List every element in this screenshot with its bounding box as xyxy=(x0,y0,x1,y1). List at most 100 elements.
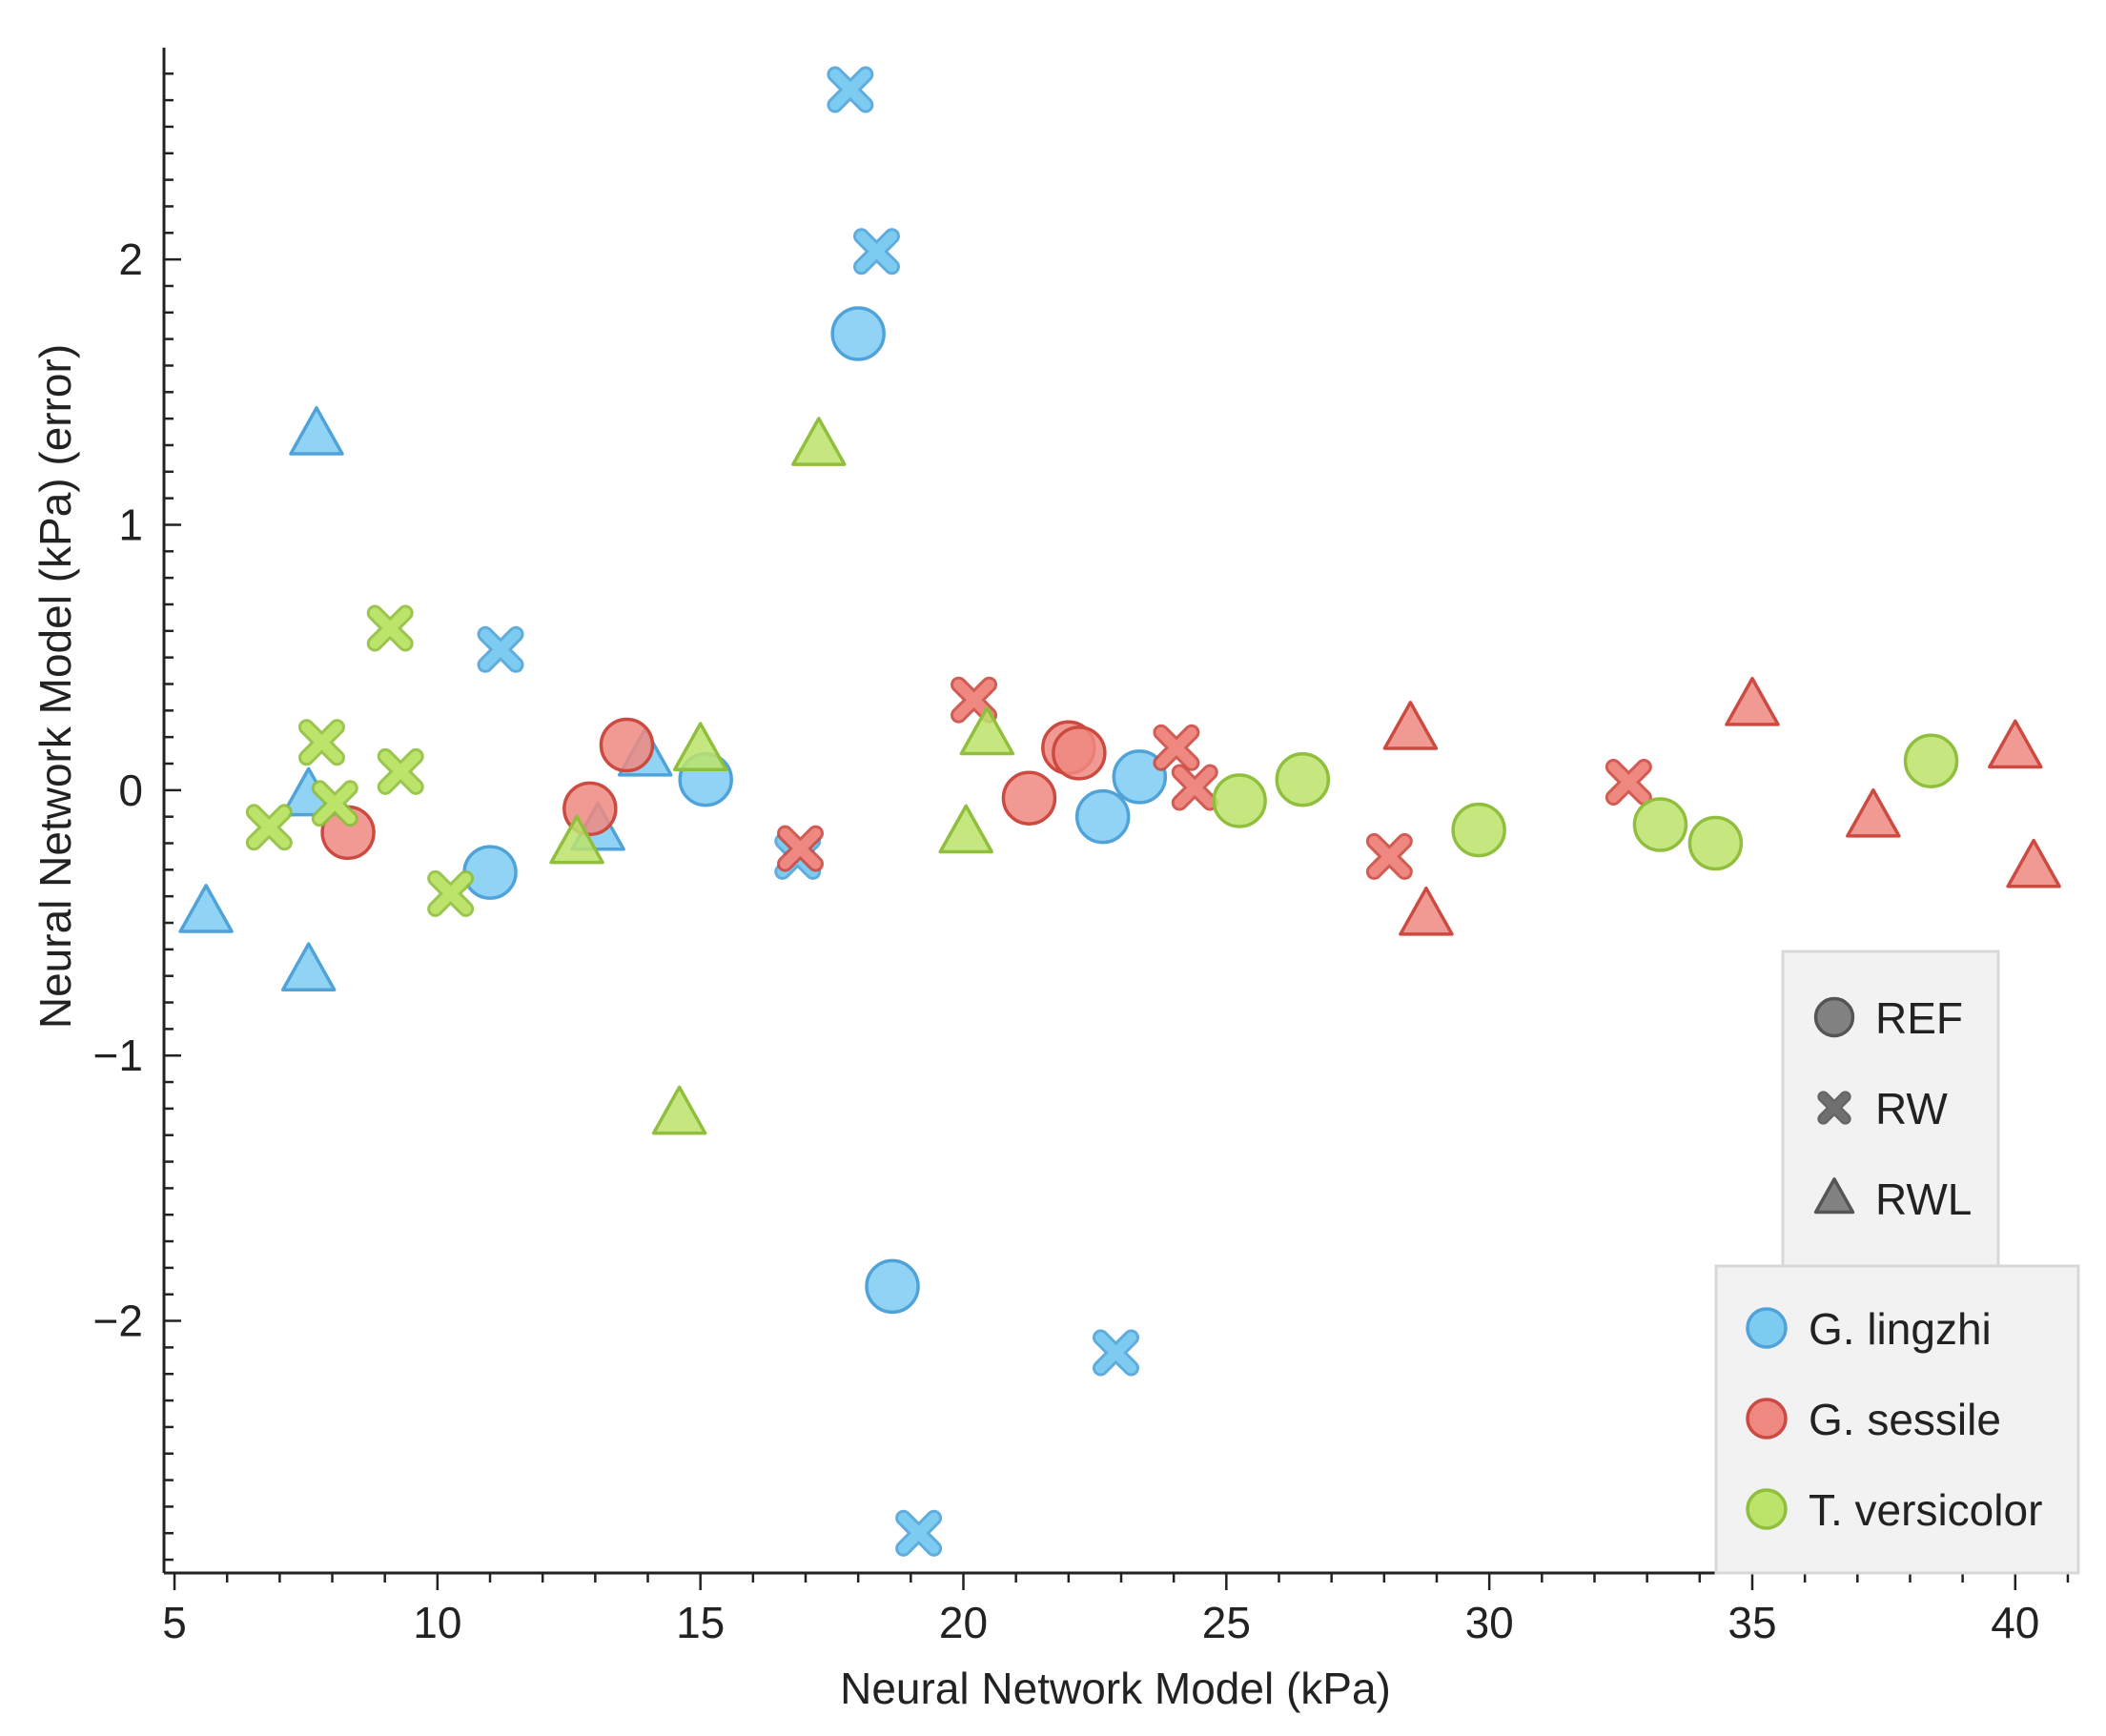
x-marker-fill xyxy=(1174,766,1216,808)
data-point-circle xyxy=(599,717,655,773)
data-point-circle xyxy=(1903,733,1959,788)
data-point-x xyxy=(427,869,475,917)
data-point-x xyxy=(852,228,900,276)
data-points xyxy=(178,66,2061,1557)
color-legend-item: G. lingzhi xyxy=(1746,1304,1992,1354)
data-point-triangle xyxy=(1725,677,1780,726)
y-tick-label: −2 xyxy=(93,1297,143,1346)
marker-legend-label: RWL xyxy=(1875,1174,1972,1224)
data-point-circle xyxy=(1052,725,1107,781)
data-point-x xyxy=(827,66,874,113)
color-legend-item: G. sessile xyxy=(1746,1395,2001,1444)
x-marker-fill xyxy=(779,827,821,869)
x-marker-fill xyxy=(1607,761,1649,803)
data-point-circle xyxy=(462,845,518,900)
x-tick-label: 20 xyxy=(939,1598,988,1647)
x-marker-fill xyxy=(829,69,871,111)
color-legend: G. lingzhi G. sessile T. versicolor xyxy=(1714,1264,2080,1575)
marker-legend-item: RWL xyxy=(1813,1174,1972,1224)
x-axis-label: Neural Network Model (kPa) xyxy=(840,1664,1391,1713)
marker-legend-item: REF xyxy=(1813,993,1963,1043)
data-point-triangle xyxy=(1988,719,2043,769)
data-point-circle xyxy=(1112,749,1168,805)
data-point-triangle xyxy=(1846,787,1901,838)
x-marker-fill xyxy=(314,783,356,825)
x-tick-label: 35 xyxy=(1728,1598,1776,1647)
color-legend-label: G. lingzhi xyxy=(1809,1304,1992,1354)
color-legend-label: T. versicolor xyxy=(1809,1485,2042,1535)
data-point-triangle xyxy=(959,705,1015,756)
data-point-x xyxy=(895,1509,943,1557)
x-tick-label: 40 xyxy=(1991,1598,2039,1647)
data-point-x xyxy=(377,747,424,795)
legend-swatch-icon xyxy=(1746,1488,1788,1530)
data-point-triangle xyxy=(280,942,337,992)
legends: REF RW RWL G. lingzhi G. sessile T. versicolo… xyxy=(1714,950,2080,1575)
data-point-triangle xyxy=(672,722,728,771)
data-point-circle xyxy=(1074,788,1131,845)
x-marker-fill xyxy=(430,872,472,914)
x-marker-fill xyxy=(898,1512,940,1554)
data-point-circle xyxy=(1001,770,1057,826)
x-marker-fill xyxy=(1155,726,1197,768)
color-legend-label: G. sessile xyxy=(1809,1395,2001,1444)
legend-swatch-icon xyxy=(1746,1398,1788,1440)
y-tick-label: 2 xyxy=(118,235,143,284)
data-point-circle xyxy=(865,1258,920,1315)
legend-circle-icon xyxy=(1813,996,1855,1038)
x-tick-label: 5 xyxy=(162,1598,187,1647)
legend-swatch-icon xyxy=(1746,1307,1788,1349)
series-g-sessile xyxy=(320,676,2061,936)
color-legend-item: T. versicolor xyxy=(1746,1485,2042,1535)
legend-triangle-icon xyxy=(1813,1177,1855,1215)
data-point-x xyxy=(1605,758,1652,806)
legend-x-icon xyxy=(1817,1091,1851,1125)
series-t-versicolor xyxy=(245,417,1959,1135)
axes: 5 10 15 20 25 30 35 40 −2 −1 0 1 2 xyxy=(93,48,2078,1647)
data-point-triangle xyxy=(2006,838,2061,888)
x-tick-label: 25 xyxy=(1202,1598,1251,1647)
data-point-triangle xyxy=(938,804,994,854)
x-marker-fill xyxy=(480,628,521,670)
data-point-x xyxy=(1365,832,1413,880)
data-point-triangle xyxy=(791,417,847,466)
data-point-x xyxy=(1153,724,1200,771)
x-marker-fill xyxy=(1368,835,1410,877)
data-point-x xyxy=(311,780,358,827)
x-marker-fill xyxy=(1819,1093,1850,1123)
data-point-x xyxy=(776,825,824,872)
marker-legend: REF RW RWL xyxy=(1781,950,2000,1268)
x-marker-fill xyxy=(855,231,897,273)
data-point-triangle xyxy=(1399,886,1454,936)
data-point-circle xyxy=(1451,802,1506,858)
data-point-x xyxy=(245,804,293,851)
x-tick-label: 10 xyxy=(413,1598,461,1647)
data-point-x xyxy=(951,676,998,724)
data-point-x xyxy=(297,719,345,766)
marker-legend-label: REF xyxy=(1875,993,1963,1043)
data-point-x xyxy=(366,604,414,652)
x-marker-fill xyxy=(1094,1332,1136,1374)
data-point-triangle xyxy=(651,1085,707,1135)
y-axis-label: Neural Network Model (kPa) (error) xyxy=(31,344,80,1029)
y-tick-label: 1 xyxy=(118,500,143,549)
data-point-circle xyxy=(1275,751,1331,807)
y-tick-label: −1 xyxy=(93,1031,143,1080)
x-tick-label: 15 xyxy=(676,1598,725,1647)
data-point-x xyxy=(477,625,524,673)
x-marker-fill xyxy=(300,722,342,764)
data-point-triangle xyxy=(1382,701,1439,750)
marker-legend-item: RW xyxy=(1817,1084,1948,1134)
x-tick-label: 30 xyxy=(1465,1598,1514,1647)
y-tick-label: 0 xyxy=(118,766,143,815)
data-point-circle xyxy=(1632,797,1688,852)
data-point-circle xyxy=(1212,773,1267,828)
data-point-circle xyxy=(1687,815,1744,871)
data-point-x xyxy=(1092,1329,1139,1377)
marker-legend-label: RW xyxy=(1875,1084,1948,1134)
data-point-circle xyxy=(830,306,886,361)
data-point-triangle xyxy=(549,814,604,865)
x-marker-fill xyxy=(369,607,411,649)
